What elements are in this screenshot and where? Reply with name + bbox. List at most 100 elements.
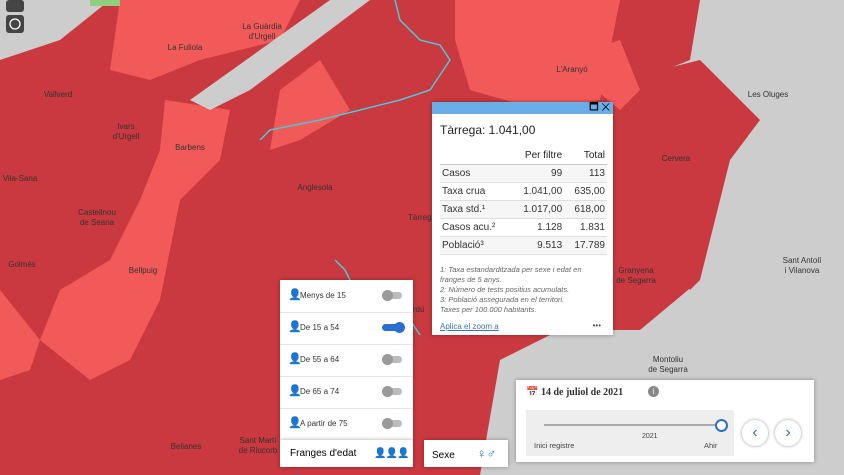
data-table: Per filtre Total Casos 99 113 Taxa crua 1.041,… (440, 147, 607, 255)
place-label: Ivars (117, 122, 134, 131)
place-label: La Guàrdia (242, 22, 282, 31)
next-button[interactable]: › (775, 420, 801, 446)
region-gray (190, 0, 370, 110)
timeline: 📅 14 de juliol de 2021 i Inici registre … (516, 380, 814, 462)
table-cell: Casos (442, 168, 471, 179)
place-label: i Vilanova (785, 266, 820, 275)
place-label: Belianes (171, 442, 202, 451)
place-label: d'Urgell (249, 32, 276, 41)
age-item: 👤 De 55 a 64 (280, 344, 413, 377)
person-icon: 👤 (288, 385, 302, 397)
person-icon: 👤 (288, 321, 302, 333)
toggle[interactable] (382, 322, 405, 333)
place-label: Les Oluges (748, 90, 788, 99)
table-row: Taxa std.¹ 1.017,00 618,00 (440, 200, 607, 219)
more-button[interactable]: ••• (592, 321, 601, 330)
region-gray (700, 0, 844, 60)
region-light (110, 0, 300, 80)
slider-track (544, 424, 720, 426)
table-cell: Taxa std.¹ (442, 204, 486, 215)
end-label: Ahir (704, 441, 718, 450)
region-dark (620, 60, 760, 290)
place-label: Castellnou (78, 208, 116, 217)
age-item: 👤 A partir de 75 (280, 408, 413, 441)
region-light (0, 290, 40, 380)
note: 3: Població assegurada en el territori. (440, 295, 565, 304)
place-label: Golmés (8, 260, 36, 269)
place-label: Barbens (175, 143, 205, 152)
age-label: De 15 a 54 (300, 323, 340, 332)
home-button[interactable] (6, 0, 24, 12)
toggle[interactable] (382, 418, 402, 429)
table-cell: 17.789 (574, 240, 605, 251)
zoom-link[interactable]: Aplica el zoom a (440, 322, 499, 331)
person-icon: 👤 (288, 417, 302, 429)
tab-label: Sexe (432, 450, 455, 461)
selected-border (259, 0, 451, 141)
popup-title: Tàrrega: 1.041,00 (440, 123, 536, 137)
note: 1: Taxa estandarditzada per sexe i edat … (440, 265, 582, 274)
table-cell: 635,00 (574, 186, 605, 197)
place-label: Bellpuig (129, 266, 157, 275)
place-label: de Riucorb (239, 446, 278, 455)
note: franges de 5 anys. (440, 275, 502, 284)
place-label: Sant Antolí (783, 256, 822, 265)
table-cell: Casos acu.² (442, 222, 496, 233)
date-text: 14 de juliol de 2021 (540, 387, 624, 398)
table-header-cell: Total (583, 150, 605, 161)
locate-button[interactable] (6, 15, 24, 33)
tab-label: Franges d'edat (290, 448, 357, 459)
start-label: Inici registre (534, 441, 575, 450)
place-label: Verdú (404, 305, 425, 314)
place-label: Tàrrega (408, 213, 437, 222)
person-icon: 👤 (288, 353, 302, 365)
age-item: 👤 Menys de 15 (280, 280, 413, 313)
region-light (560, 40, 640, 110)
toggle-knob (382, 386, 393, 397)
place-label: L'Aranyó (556, 65, 588, 74)
toggle-knob (382, 290, 393, 301)
table-cell (440, 147, 511, 165)
place-label: Vila-Sana (3, 174, 38, 183)
table-header-cell: Per filtre (524, 150, 563, 161)
table-cell: 1.017,00 (523, 204, 563, 215)
place-label: Granyena (618, 266, 654, 275)
place-label: Cervera (662, 154, 691, 163)
locate-icon (9, 18, 21, 30)
info-icon[interactable]: i (648, 386, 659, 397)
toggle[interactable] (382, 290, 402, 301)
table-row: Taxa crua 1.041,00 635,00 (440, 183, 607, 201)
toggle[interactable] (382, 386, 402, 397)
table-cell: Taxa crua (442, 186, 486, 197)
table-cell: 618,00 (574, 204, 605, 215)
prev-button[interactable]: ‹ (742, 420, 768, 446)
slider-handle[interactable] (715, 419, 728, 432)
table-cell: 9.513 (537, 240, 563, 251)
place-label: de Segarra (648, 365, 688, 374)
age-label: De 55 a 64 (300, 355, 340, 364)
table-cell: 113 (589, 168, 605, 179)
table-header: Per filtre Total (440, 147, 607, 165)
tab[interactable]: Franges d'edat👤👤👤👤 (280, 440, 413, 467)
popup-header: 🗖 ✕ (432, 102, 613, 114)
notes: 1: Taxa estandarditzada per sexe i edat … (440, 265, 613, 315)
region-green (90, 0, 120, 6)
age-filter: 👤 Menys de 15 👤 De 15 a 54 👤 De 55 a 64 👤 De 65… (280, 280, 413, 441)
place-label: de Segarra (616, 276, 656, 285)
table-cell: 1.831 (579, 222, 605, 233)
note: Taxes per 100.000 habitants. (440, 305, 537, 314)
age-item: 👤 De 15 a 54 (280, 312, 413, 345)
table-cell: Població³ (442, 240, 484, 251)
table-row: Casos 99 113 (440, 164, 607, 183)
age-label: A partir de 75 (300, 419, 348, 428)
toggle[interactable] (382, 354, 402, 365)
tab[interactable]: Sexe ♀♂ (424, 440, 508, 467)
toggle-knob (394, 322, 405, 333)
popup: 🗖 ✕ Tàrrega: 1.041,00 Per filtre Total Cas… (432, 102, 613, 335)
region-light (40, 100, 230, 380)
table-cell: 99 (551, 168, 563, 179)
table-cell: 1.041,00 (523, 186, 563, 197)
place-label: Vallverd (44, 90, 72, 99)
